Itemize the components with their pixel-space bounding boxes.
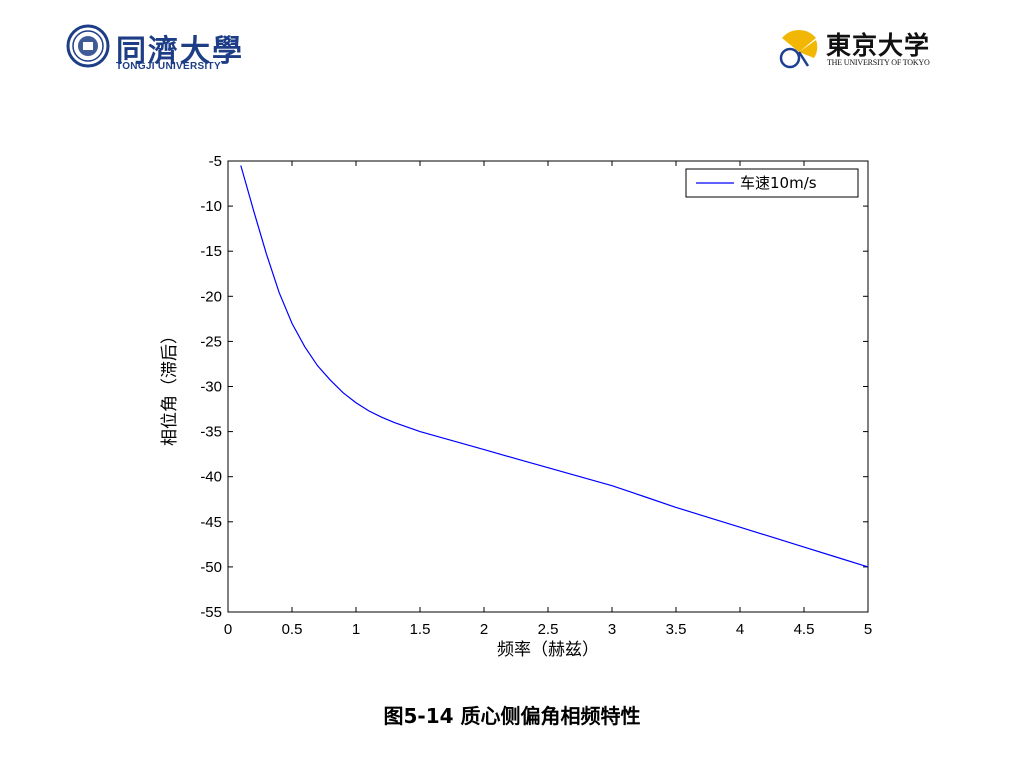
tongji-english-name: TONGJI UNIVERSITY [116, 61, 221, 72]
tongji-logo: 同濟大學 TONGJI UNIVERSITY [66, 24, 256, 72]
x-tick-label: 5 [864, 621, 872, 638]
y-tick-label: -15 [200, 243, 222, 260]
x-tick-label: 1.5 [410, 621, 431, 638]
x-tick-label: 2.5 [538, 621, 559, 638]
todai-logo: 東京大学 THE UNIVERSITY OF TOKYO [778, 26, 958, 72]
y-tick-label: -45 [200, 514, 222, 531]
todai-chinese-name: 東京大学 [826, 31, 931, 60]
y-tick-label: -20 [200, 288, 222, 305]
x-tick-label: 1 [352, 621, 360, 638]
y-tick-label: -5 [209, 153, 222, 170]
x-tick-label: 0 [224, 621, 232, 638]
x-tick-label: 3 [608, 621, 616, 638]
y-tick-label: -30 [200, 379, 222, 396]
figure-caption: 图5-14 质心侧偏角相频特性 [383, 704, 641, 728]
x-tick-label: 0.5 [282, 621, 303, 638]
tongji-chinese-name: 同濟大學 [116, 34, 244, 69]
ginkgo-leaf-icon [779, 29, 818, 69]
y-tick-label: -40 [200, 469, 222, 486]
x-tick-label: 2 [480, 621, 488, 638]
todai-english-name: THE UNIVERSITY OF TOKYO [827, 58, 930, 67]
y-axis-label: 相位角（滞后） [160, 327, 180, 446]
plot-area [227, 160, 869, 613]
series-line [240, 165, 869, 568]
legend-label: 车速10m/s [740, 174, 817, 192]
x-tick-label: 3.5 [666, 621, 687, 638]
x-tick-label: 4 [736, 621, 744, 638]
tongji-emblem-icon [66, 24, 110, 68]
y-tick-label: -10 [200, 198, 222, 215]
y-tick-label: -25 [200, 333, 222, 350]
y-tick-label: -35 [200, 424, 222, 441]
x-axis-label: 频率（赫兹） [497, 640, 599, 660]
x-tick-label: 4.5 [794, 621, 815, 638]
y-tick-label: -55 [200, 604, 222, 621]
y-tick-label: -50 [200, 559, 222, 576]
